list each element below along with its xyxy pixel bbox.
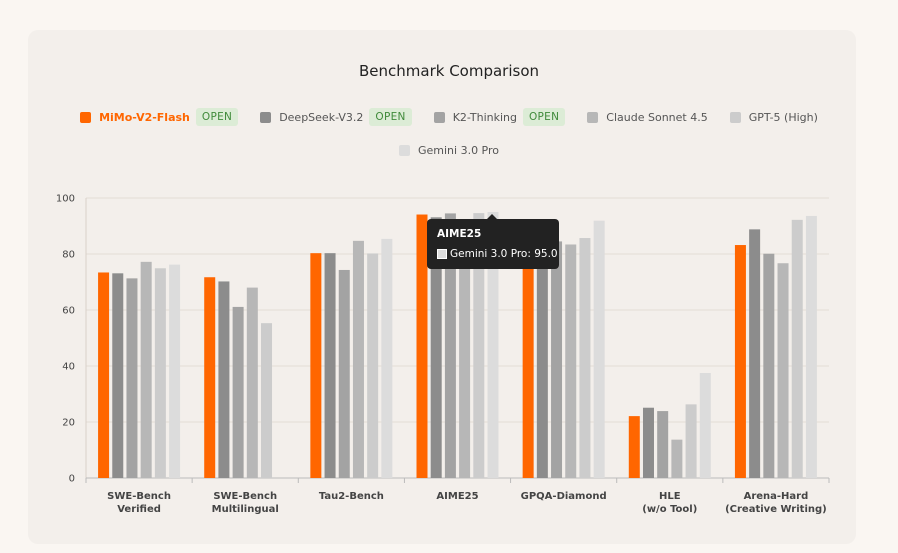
bar	[154, 268, 166, 478]
legend-item[interactable]: Gemini 3.0 Pro	[398, 144, 500, 157]
bar	[777, 263, 789, 478]
open-badge: OPEN	[195, 108, 239, 126]
y-tick-label: 40	[62, 362, 75, 373]
legend-swatch	[398, 145, 410, 156]
legend-swatch	[433, 111, 445, 123]
bar	[416, 214, 428, 478]
bar	[791, 219, 803, 478]
legend-label: GPT-5 (High)	[748, 110, 818, 124]
legend-swatch	[587, 111, 599, 123]
bar	[246, 287, 258, 478]
bar	[565, 244, 577, 478]
bar	[338, 269, 350, 478]
x-tick-label: Arena-Hard	[744, 491, 809, 502]
bar	[324, 253, 336, 478]
bar	[536, 247, 548, 478]
legend-label: Gemini 3.0 Pro	[417, 144, 500, 157]
legend-label: MiMo-V2-Flash	[99, 110, 190, 124]
x-tick-label: Multilingual	[212, 504, 279, 515]
open-badge: OPEN	[522, 108, 566, 126]
bar	[232, 306, 244, 478]
bar	[352, 240, 364, 478]
bar	[763, 253, 775, 478]
y-tick-label: 80	[62, 250, 75, 261]
tooltip-title: AIME25	[437, 228, 482, 240]
bar	[218, 281, 230, 478]
bar	[734, 245, 746, 478]
bar	[204, 277, 216, 478]
legend-item[interactable]: Claude Sonnet 4.5	[587, 110, 708, 124]
x-tick-label: AIME25	[436, 491, 478, 502]
legend-swatch	[260, 111, 272, 123]
x-tick-label: (Creative Writing)	[725, 504, 827, 515]
bar	[126, 278, 138, 478]
legend-item[interactable]: DeepSeek-V3.2 OPEN	[260, 108, 412, 126]
legend-row: Gemini 3.0 Pro	[0, 144, 898, 157]
bar	[381, 238, 393, 478]
bar	[169, 264, 181, 478]
bar	[444, 213, 456, 478]
bar	[367, 253, 379, 478]
y-tick-label: 60	[62, 306, 75, 317]
bar	[310, 253, 322, 478]
legend-swatch	[80, 111, 92, 123]
legend-label: DeepSeek-V3.2	[279, 110, 364, 124]
x-tick-label: Verified	[117, 504, 161, 515]
bar	[473, 213, 485, 478]
bar	[430, 217, 442, 478]
bar	[487, 212, 499, 478]
bar	[98, 272, 110, 478]
x-tick-label: SWE-Bench	[213, 491, 277, 502]
bar	[805, 215, 817, 479]
bar	[657, 411, 669, 478]
legend-row: MiMo-V2-Flash OPEN DeepSeek-V3.2 OPEN K2-Thi…	[0, 108, 898, 126]
legend-item[interactable]: GPT-5 (High)	[729, 110, 818, 124]
x-tick-label: Tau2-Bench	[319, 491, 384, 502]
bar	[112, 273, 124, 478]
bar	[671, 439, 683, 478]
y-tick-label: 0	[69, 474, 75, 485]
x-tick-label: HLE	[659, 491, 681, 502]
open-badge: OPEN	[369, 108, 412, 126]
x-tick-label: GPQA-Diamond	[521, 491, 607, 502]
tooltip: AIME25 Gemini 3.0 Pro: 95.0	[427, 214, 559, 269]
y-tick-label: 20	[62, 418, 75, 429]
bar	[685, 404, 697, 478]
legend-swatch	[729, 111, 741, 123]
bar	[593, 220, 605, 478]
legend-item[interactable]: MiMo-V2-Flash OPEN	[80, 108, 239, 126]
legend-label: K2-Thinking	[452, 110, 517, 124]
bar	[699, 373, 711, 478]
bar	[261, 323, 273, 478]
bar	[522, 243, 534, 478]
x-tick-label: SWE-Bench	[107, 491, 171, 502]
bar	[551, 241, 563, 478]
legend-item[interactable]: K2-Thinking OPEN	[433, 108, 566, 126]
tooltip-row: Gemini 3.0 Pro: 95.0	[437, 248, 558, 260]
bar	[642, 407, 654, 478]
legend-label: Claude Sonnet 4.5	[606, 110, 708, 124]
bar	[628, 416, 640, 478]
bar	[579, 238, 591, 478]
tooltip-value: Gemini 3.0 Pro: 95.0	[450, 248, 558, 260]
bar	[459, 234, 471, 478]
x-tick-label: (w/o Tool)	[642, 504, 697, 515]
tooltip-swatch	[437, 249, 447, 259]
y-tick-label: 100	[56, 194, 75, 205]
bar	[749, 229, 761, 478]
tooltip-caret	[487, 214, 497, 219]
chart-title: Benchmark Comparison	[358, 62, 539, 80]
bar	[140, 261, 152, 478]
